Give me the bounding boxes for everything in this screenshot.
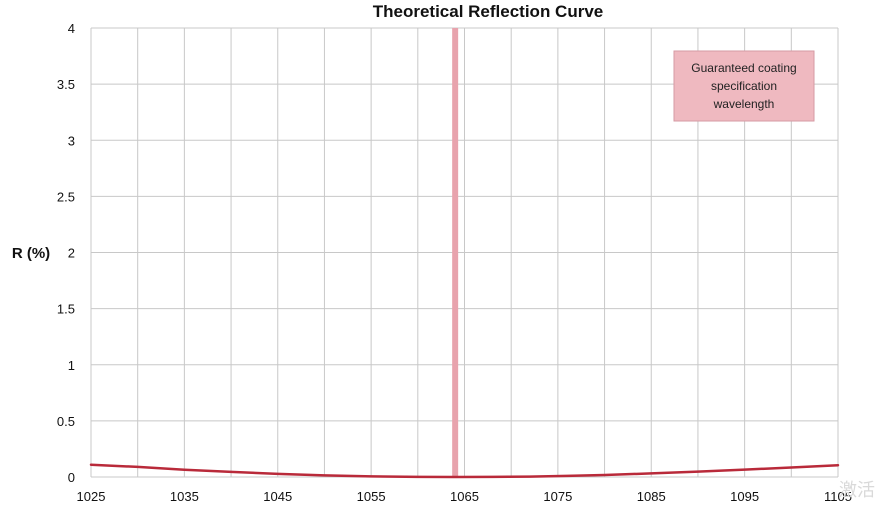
x-tick-label: 1045 — [263, 489, 292, 504]
x-tick-label: 1055 — [357, 489, 386, 504]
y-tick-label: 2 — [68, 246, 75, 261]
y-tick-label: 2.5 — [57, 189, 75, 204]
y-axis-ticks: 0 0.5 1 1.5 2 2.5 3 3.5 4 — [57, 21, 75, 485]
y-tick-label: 4 — [68, 21, 75, 36]
y-tick-label: 1 — [68, 358, 75, 373]
x-tick-label: 1095 — [730, 489, 759, 504]
y-tick-label: 1.5 — [57, 302, 75, 317]
x-tick-label: 1065 — [450, 489, 479, 504]
annotation-box — [673, 50, 815, 122]
x-tick-label: 1085 — [637, 489, 666, 504]
reflection-curve-line — [89, 463, 840, 479]
x-tick-label: 1105 — [824, 489, 852, 504]
chart-title: Theoretical Reflection Curve — [373, 2, 604, 21]
y-tick-label: 3.5 — [57, 77, 75, 92]
x-tick-label: 1035 — [170, 489, 199, 504]
y-axis-label: R (%) — [12, 245, 50, 262]
watermark: 激活 — [839, 480, 875, 500]
x-tick-label: 1075 — [543, 489, 572, 504]
highlight-band-layer — [452, 28, 459, 477]
annotation-line: specification — [711, 79, 777, 93]
x-axis-ticks: 1025 1035 1045 1055 1065 1075 1085 1095 1105 — [77, 489, 852, 504]
series-layer — [89, 463, 840, 479]
annotation-line: wavelength — [713, 97, 775, 111]
y-tick-label: 3 — [68, 133, 75, 148]
wavelength-highlight-band — [452, 28, 459, 477]
x-tick-label: 1025 — [77, 489, 106, 504]
annotation-line: Guaranteed coating — [691, 61, 796, 75]
y-tick-label: 0 — [68, 470, 75, 485]
annotation-layer: Guaranteed coating specification wavelen… — [673, 50, 815, 122]
y-tick-label: 0.5 — [57, 414, 75, 429]
